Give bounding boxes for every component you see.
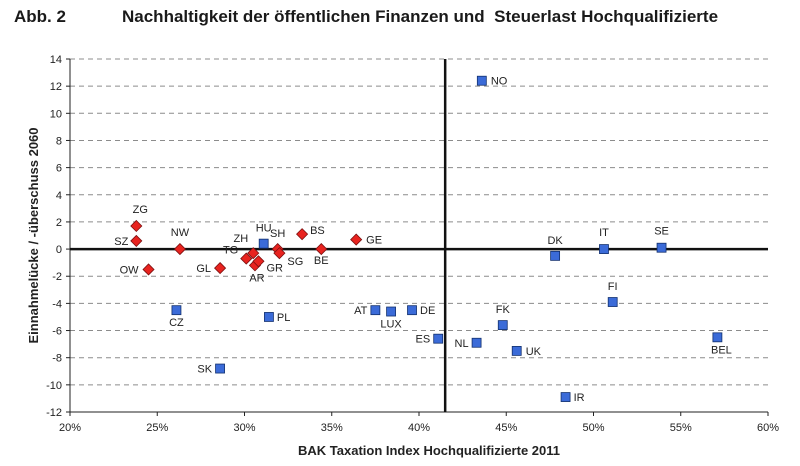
diamond-point [130, 234, 143, 247]
y-tick-labels: -12 -10 -8 -6 -4 -2 0 2 4 6 8 10 12 14 [46, 54, 62, 419]
x-tick-label: 55% [670, 422, 692, 434]
x-tick-label: 40% [408, 422, 430, 434]
x-tick-label: 25% [146, 422, 168, 434]
square-point [607, 297, 618, 307]
square-point [370, 305, 381, 316]
point-label: GL [196, 263, 211, 275]
diamond-point [214, 262, 227, 275]
square-point [712, 332, 723, 343]
point-label: PL [277, 312, 290, 324]
diamond-point [173, 243, 187, 256]
point-label: SK [197, 364, 212, 376]
x-axis-title: BAK Taxation Index Hochqualifizierte 201… [298, 443, 560, 458]
diamond-point [142, 263, 155, 276]
point-label: TG [223, 245, 238, 257]
point-label: GR [266, 262, 283, 274]
square-point [550, 250, 561, 261]
point-label: AT [354, 305, 368, 317]
y-tick-label: -4 [52, 298, 62, 310]
chart-title: Nachhaltigkeit der öffentlichen Finanzen… [122, 7, 719, 26]
square-point [656, 242, 667, 253]
square-point [560, 392, 571, 402]
point-label: BS [310, 225, 325, 237]
x-tick-label: 60% [757, 422, 779, 434]
y-tick-label: -10 [46, 380, 62, 392]
point-label: LUX [380, 319, 402, 331]
point-label: SZ [114, 236, 128, 248]
y-tick-label: -6 [52, 326, 62, 338]
diamond-point [130, 219, 143, 233]
y-tick-label: 2 [56, 217, 62, 229]
point-label: DK [547, 235, 563, 247]
square-point [476, 75, 487, 86]
point-label: OW [120, 264, 140, 276]
point-label: AR [249, 272, 264, 284]
point-label: ZG [133, 204, 148, 216]
diamond-point [240, 252, 253, 265]
point-label: SH [270, 228, 285, 240]
y-tick-label: 10 [50, 108, 62, 120]
point-label: SE [654, 226, 669, 238]
square-point [471, 337, 482, 348]
axes [66, 58, 769, 416]
square-point [407, 305, 417, 316]
figure-title-row: Abb. 2 Nachhaltigkeit der öffentlichen F… [8, 7, 798, 33]
y-tick-label: -2 [52, 271, 62, 283]
diamond-point [350, 233, 363, 246]
square-point [386, 306, 396, 317]
x-tick-label: 45% [495, 422, 517, 434]
diamond-point [247, 247, 260, 260]
square-point [497, 320, 508, 331]
point-label: SG [287, 256, 303, 268]
y-tick-label: -8 [52, 353, 62, 365]
y-tick-label: 8 [56, 135, 62, 147]
figure-label: Abb. 2 [14, 7, 66, 26]
square-point [511, 346, 522, 356]
y-axis-title: Einnahmelücke / -überschuss 2060 [26, 127, 41, 343]
point-label: BE [314, 255, 329, 267]
x-tick-labels: 20% 25% 30% 35% 40% 45% 50% 55% 60% [59, 422, 779, 434]
square-point [258, 238, 269, 249]
point-label: NL [455, 338, 469, 350]
data-points [130, 75, 723, 402]
y-tick-label: 0 [56, 244, 62, 256]
point-label: GE [366, 235, 382, 247]
diamond-point [252, 255, 265, 268]
point-label: FI [608, 281, 618, 293]
point-label: CZ [169, 317, 184, 329]
square-point [264, 312, 274, 322]
point-label: IT [599, 227, 609, 239]
square-point [171, 305, 182, 316]
diamond-point [273, 247, 286, 260]
square-point [599, 244, 609, 254]
x-tick-label: 20% [59, 422, 81, 434]
x-tick-label: 50% [582, 422, 604, 434]
point-label: ES [416, 334, 431, 346]
square-point [433, 333, 444, 344]
y-tick-label: -12 [46, 407, 62, 419]
x-tick-label: 35% [321, 422, 343, 434]
x-tick-label: 30% [233, 422, 255, 434]
point-label: NW [171, 227, 190, 239]
point-label: NO [491, 76, 508, 88]
diamond-point [315, 243, 328, 256]
y-tick-label: 14 [50, 54, 62, 66]
point-label: BEL [711, 344, 732, 356]
point-label: ZH [234, 233, 249, 245]
point-label: HU [256, 223, 272, 235]
point-label: UK [526, 346, 542, 358]
diamond-point [296, 228, 309, 241]
point-label: FK [496, 304, 511, 316]
y-tick-label: 6 [56, 163, 62, 175]
y-tick-label: 4 [56, 190, 62, 202]
y-tick-label: 12 [50, 81, 62, 93]
square-point [215, 363, 225, 374]
point-label: IR [574, 392, 585, 404]
point-label: DE [420, 305, 435, 317]
